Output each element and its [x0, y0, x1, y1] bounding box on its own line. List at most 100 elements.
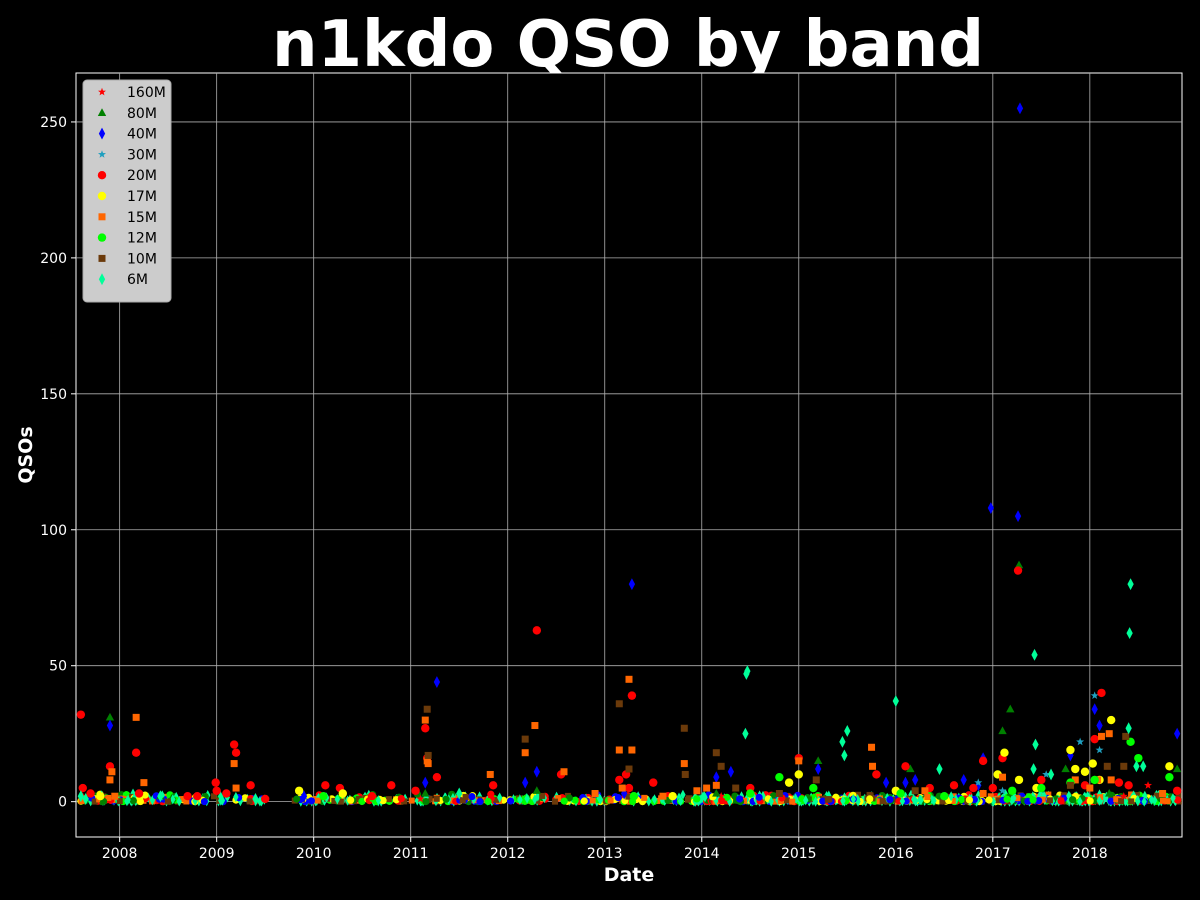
- noise-point: [130, 788, 136, 799]
- noise-point: [1170, 793, 1176, 804]
- data-point: [809, 783, 818, 793]
- data-point: [775, 789, 783, 797]
- noise-point: [975, 790, 982, 801]
- noise-point: [912, 796, 919, 807]
- data-point: [1031, 648, 1038, 661]
- noise-point: [987, 793, 994, 800]
- noise-point: [755, 793, 763, 801]
- x-tick-label: 2011: [393, 846, 429, 862]
- data-point: [906, 764, 915, 773]
- noise-point: [1097, 794, 1104, 801]
- data-point: [844, 725, 851, 737]
- noise-point: [891, 796, 898, 803]
- data-point: [896, 789, 905, 798]
- chart-title: n1kdo QSO by band: [272, 8, 984, 82]
- noise-point: [337, 798, 344, 805]
- data-point: [713, 771, 720, 784]
- noise-point: [965, 796, 974, 804]
- legend-item: 20M: [97, 168, 157, 184]
- data-point: [813, 756, 823, 765]
- noise-point: [1122, 796, 1129, 807]
- data-point: [252, 792, 259, 805]
- noise-point: [902, 797, 910, 805]
- data-point: [132, 713, 140, 721]
- data-point: [979, 789, 987, 797]
- noise-point: [307, 797, 315, 805]
- data-point: [231, 748, 241, 757]
- noise-point: [1096, 795, 1103, 806]
- data-point: [1061, 764, 1070, 773]
- noise-point: [713, 795, 719, 806]
- data-point: [77, 790, 85, 803]
- data-point: [134, 789, 144, 798]
- data-point: [999, 773, 1007, 781]
- data-point: [628, 578, 636, 591]
- legend-item: 15M: [98, 210, 157, 226]
- series-20m: [76, 566, 1182, 804]
- noise-point: [476, 797, 484, 806]
- legend-marker: [98, 213, 106, 221]
- data-point: [1127, 578, 1134, 591]
- noise-point: [680, 789, 686, 800]
- legend-item: 160M: [98, 85, 166, 101]
- noise-point: [727, 796, 733, 807]
- noise-point: [462, 793, 469, 800]
- x-tick-label: 2010: [296, 846, 332, 862]
- data-point: [732, 784, 740, 792]
- noise-point: [246, 798, 253, 805]
- noise-point: [1148, 794, 1155, 805]
- data-point: [1165, 772, 1174, 782]
- noise-point: [433, 795, 440, 802]
- data-point: [949, 781, 959, 790]
- data-point: [624, 783, 634, 793]
- series-80m: [105, 560, 1182, 800]
- data-point: [1030, 763, 1037, 775]
- noise-point: [718, 797, 726, 805]
- data-point: [681, 770, 689, 778]
- data-point: [338, 789, 347, 798]
- data-point: [625, 675, 633, 683]
- legend: 160M 80M 40M 30M 20M 17M 15M 12M 10M 6M: [82, 79, 172, 303]
- noise-point: [1164, 798, 1171, 805]
- legend-marker: [97, 171, 107, 180]
- noise-point: [375, 795, 382, 806]
- data-point: [1096, 719, 1103, 732]
- noise-point: [819, 797, 827, 805]
- noise-point: [957, 795, 966, 804]
- data-point: [486, 770, 494, 778]
- noise-point: [78, 798, 85, 805]
- data-point: [960, 773, 967, 786]
- noise-point: [824, 796, 831, 803]
- data-point: [1090, 775, 1099, 785]
- data-point: [521, 735, 529, 743]
- data-point: [533, 765, 540, 778]
- data-point: [815, 763, 822, 775]
- noise-point: [899, 796, 906, 807]
- data-point: [978, 756, 988, 766]
- x-tick-label: 2015: [781, 846, 817, 862]
- data-point: [1124, 781, 1133, 790]
- data-point: [775, 772, 784, 782]
- data-point: [319, 792, 328, 801]
- noise-point: [1133, 792, 1140, 799]
- data-point: [921, 787, 929, 795]
- data-point: [131, 748, 141, 757]
- data-point: [1091, 703, 1098, 716]
- y-tick-label: 200: [40, 251, 67, 267]
- data-point: [488, 781, 498, 790]
- legend-box: [82, 79, 172, 303]
- data-point: [1071, 776, 1079, 784]
- data-point: [1090, 691, 1099, 700]
- data-point: [988, 783, 998, 793]
- noise-points: [77, 788, 1182, 807]
- data-point: [1097, 732, 1105, 740]
- x-axis-label: Date: [604, 864, 655, 886]
- axis-ticks: 2008 2009 2010 2011 2012 2013 2014 2015 2016 2017…: [40, 115, 1107, 862]
- data-point: [998, 786, 1007, 795]
- noise-point: [990, 796, 997, 807]
- noise-point: [607, 797, 614, 804]
- y-tick-label: 250: [40, 115, 67, 131]
- noise-point: [693, 795, 701, 803]
- data-point: [260, 794, 270, 804]
- data-point: [1032, 738, 1039, 751]
